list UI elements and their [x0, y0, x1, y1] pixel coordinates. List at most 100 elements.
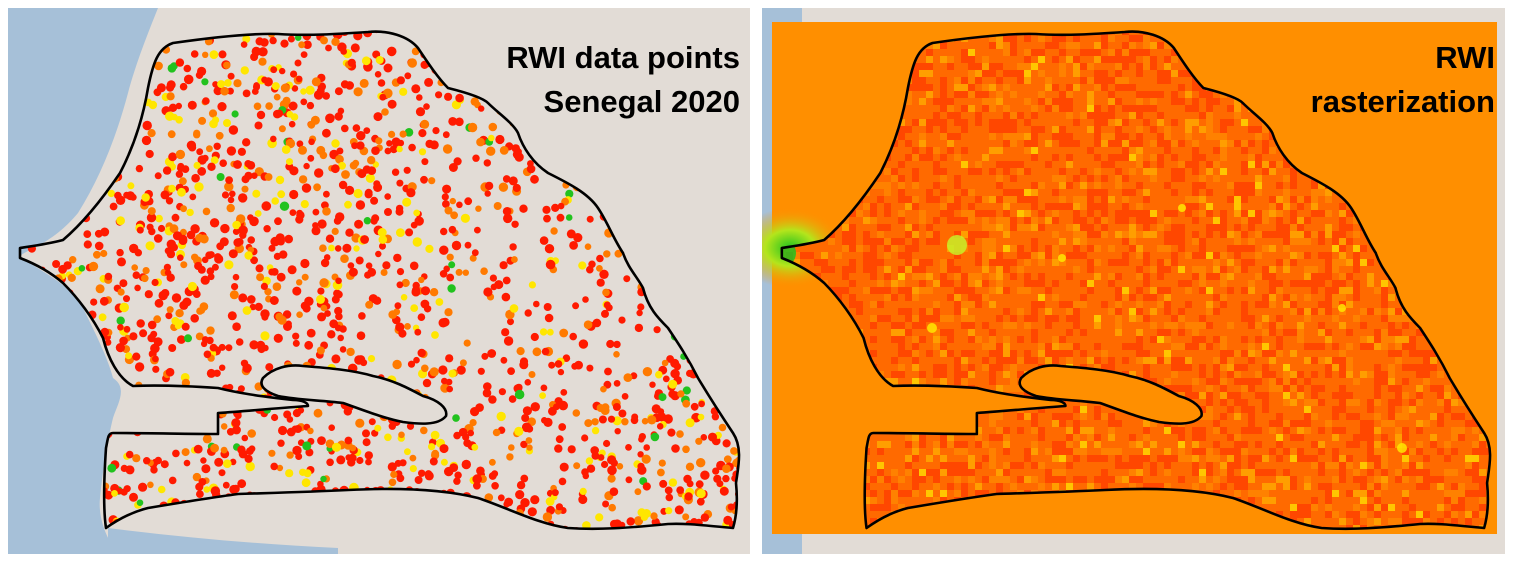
rwi-point — [175, 309, 184, 318]
raster-cell — [989, 119, 996, 126]
rwi-point — [442, 184, 452, 194]
rwi-points-map — [8, 8, 750, 554]
rwi-point — [277, 190, 286, 199]
rwi-point — [657, 408, 665, 415]
raster-cell — [1325, 224, 1332, 231]
rwi-point — [446, 253, 454, 261]
rwi-point — [668, 478, 678, 487]
raster-cell — [940, 133, 947, 140]
raster-cell — [940, 42, 947, 49]
raster-cell — [1129, 371, 1136, 378]
raster-cell — [933, 371, 940, 378]
raster-cell — [1003, 266, 1010, 273]
rwi-point — [237, 147, 246, 156]
rwi-point — [316, 294, 325, 304]
raster-cell — [1129, 343, 1136, 350]
raster-cell — [1143, 231, 1150, 238]
raster-cell — [1213, 161, 1220, 168]
raster-cell — [912, 70, 919, 77]
raster-cell — [1157, 329, 1164, 336]
raster-cell — [961, 91, 968, 98]
raster-cell — [1171, 168, 1178, 175]
raster-cell — [1059, 70, 1066, 77]
rwi-point — [214, 253, 222, 261]
raster-cell — [1122, 154, 1129, 161]
raster-cell — [1115, 259, 1122, 266]
rwi-point — [481, 352, 489, 360]
rwi-point — [188, 143, 197, 152]
raster-cell — [1325, 336, 1332, 343]
raster-cell — [898, 126, 905, 133]
raster-cell — [1031, 196, 1038, 203]
raster-cell — [912, 322, 919, 329]
rwi-point — [439, 444, 449, 454]
raster-cell — [1213, 259, 1220, 266]
raster-cell — [1066, 112, 1073, 119]
raster-cell — [975, 112, 982, 119]
raster-cell — [1192, 84, 1199, 91]
raster-cell — [1374, 308, 1381, 315]
raster-cell — [926, 49, 933, 56]
raster-cell — [1290, 350, 1297, 357]
raster-cell — [1136, 336, 1143, 343]
rwi-point — [120, 464, 128, 472]
raster-cell — [1381, 280, 1388, 287]
raster-cell — [996, 98, 1003, 105]
rwi-point — [623, 373, 633, 382]
raster-cell — [898, 133, 905, 140]
raster-cell — [1248, 245, 1255, 252]
raster-cell — [1059, 35, 1066, 42]
raster-cell — [1136, 98, 1143, 105]
raster-cell — [821, 266, 828, 273]
rwi-point — [78, 265, 86, 272]
raster-cell — [1024, 147, 1031, 154]
rwi-point — [179, 177, 187, 186]
raster-cell — [870, 238, 877, 245]
raster-cell — [1423, 350, 1430, 357]
raster-cell — [1171, 189, 1178, 196]
rwi-point — [553, 403, 560, 411]
raster-cell — [1010, 49, 1017, 56]
raster-cell — [1171, 252, 1178, 259]
rwi-point — [270, 135, 277, 143]
raster-cell — [1185, 105, 1192, 112]
raster-cell — [800, 252, 807, 259]
raster-cell — [1045, 98, 1052, 105]
rwi-point — [165, 197, 174, 205]
rwi-point — [448, 261, 456, 269]
raster-cell — [1416, 329, 1423, 336]
rwi-point — [558, 423, 567, 431]
raster-cell — [1143, 294, 1150, 301]
rwi-point — [543, 417, 553, 427]
raster-cell — [1262, 245, 1269, 252]
raster-cell — [968, 189, 975, 196]
raster-cell — [1241, 301, 1248, 308]
raster-cell — [1220, 252, 1227, 259]
rwi-point — [340, 254, 349, 263]
rwi-point — [160, 460, 169, 469]
raster-cell — [1122, 294, 1129, 301]
raster-cell — [1199, 238, 1206, 245]
raster-cell — [1262, 140, 1269, 147]
raster-cell — [989, 329, 996, 336]
rwi-point — [396, 281, 404, 289]
raster-cell — [1094, 364, 1101, 371]
rwi-point — [235, 338, 244, 346]
raster-cell — [1381, 301, 1388, 308]
raster-cell — [1297, 329, 1304, 336]
raster-cell — [870, 315, 877, 322]
raster-cell — [940, 210, 947, 217]
rwi-point — [556, 213, 565, 222]
raster-cell — [1339, 273, 1346, 280]
rwi-point — [349, 444, 357, 452]
raster-cell — [1374, 364, 1381, 371]
raster-cell — [1066, 91, 1073, 98]
raster-cell — [954, 77, 961, 84]
rwi-point — [182, 297, 192, 307]
raster-cell — [954, 294, 961, 301]
raster-cell — [1388, 364, 1395, 371]
raster-cell — [891, 280, 898, 287]
raster-cell — [1339, 245, 1346, 252]
raster-cell — [1087, 357, 1094, 364]
raster-cell — [1024, 119, 1031, 126]
